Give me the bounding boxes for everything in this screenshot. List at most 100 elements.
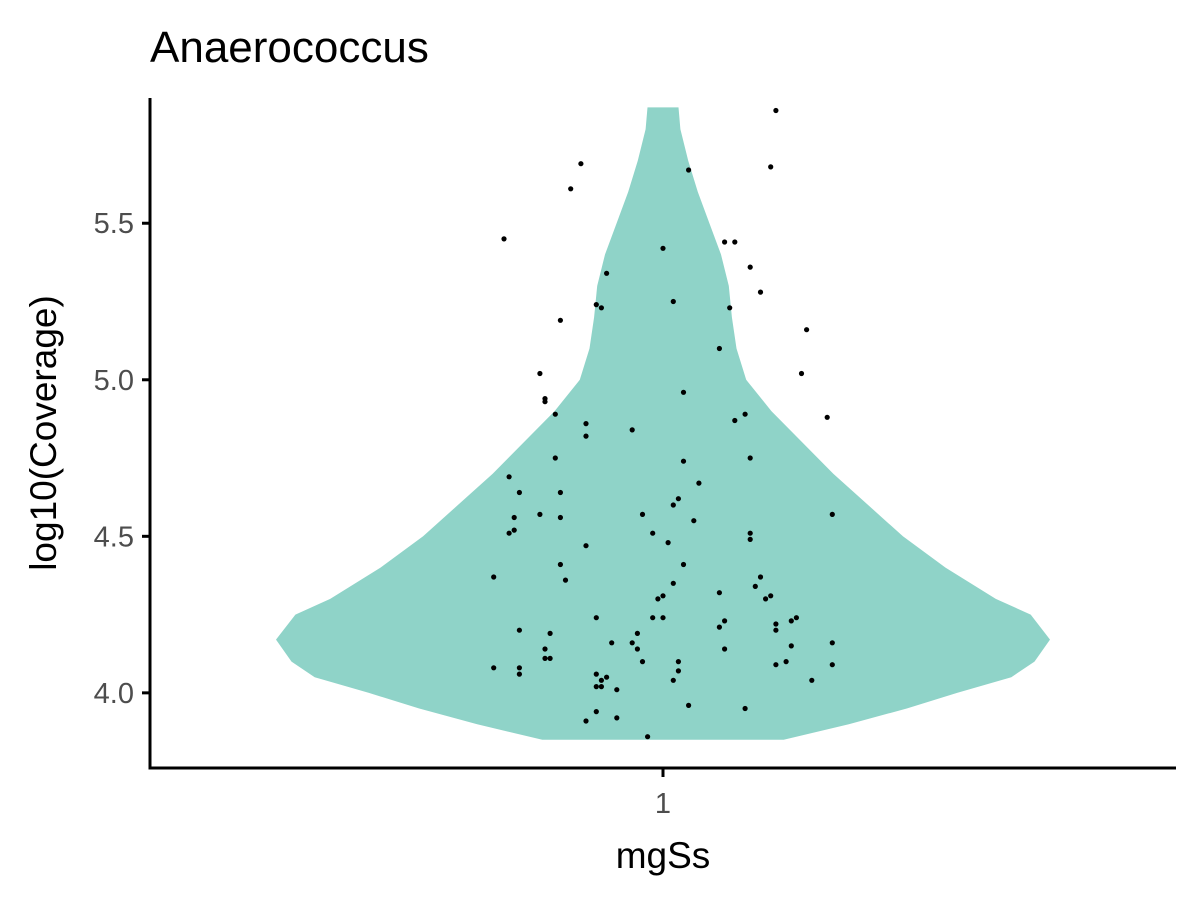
data-point [757,574,764,580]
data-point [829,662,835,668]
data-point [650,615,656,621]
violin-body [276,107,1050,740]
data-point [568,186,574,192]
data-point [722,618,728,624]
data-point [660,245,666,251]
data-point [747,536,753,543]
data-point [614,715,620,721]
data-point [804,327,810,333]
data-point [614,687,620,693]
data-point [650,530,656,536]
y-axis-title: log10(Coverage) [23,295,64,571]
data-point [552,411,558,417]
data-point [639,659,646,665]
data-point [747,264,753,270]
data-point [583,718,589,724]
data-point [506,530,512,536]
data-point [562,577,569,583]
data-point [686,702,692,709]
data-point [491,574,497,580]
y-tick-label: 4.0 [94,678,134,710]
x-tick-label: 1 [655,788,671,820]
data-point [583,421,589,427]
data-point [629,427,635,433]
data-point [511,514,517,521]
data-point [716,624,723,630]
data-point [629,640,635,646]
data-point [670,677,676,683]
data-point [491,665,497,671]
data-point [516,665,523,671]
data-point [675,668,682,674]
data-point [675,496,682,502]
data-point [691,518,697,524]
data-point [634,646,641,652]
data-point [593,709,599,715]
x-axis-title: mgSs [616,835,711,876]
data-point [516,627,523,633]
data-point [557,561,564,568]
data-point [660,593,666,599]
data-point [773,107,779,114]
y-tick-label: 4.5 [94,521,134,553]
data-point [501,236,507,242]
data-point [757,289,764,295]
data-point [547,655,553,662]
data-point [665,540,671,546]
data-point [542,655,548,662]
data-point [722,239,728,245]
data-point [763,596,769,602]
data-point [542,399,548,405]
chart-title: Anaerococcus [150,23,429,72]
data-point [516,671,523,677]
data-point [655,596,661,602]
data-point [547,630,553,637]
data-point [593,302,599,308]
data-point [557,514,564,521]
y-axis-ticks: 4.0 4.5 5.0 5.5 [94,208,150,710]
data-point [696,480,702,486]
data-point [793,615,800,621]
data-point [809,677,815,683]
plot-area [276,107,1050,740]
data-point [798,370,805,377]
data-point [732,417,738,424]
data-point [783,659,789,665]
data-point [727,305,733,311]
data-point [552,455,558,461]
data-point [639,511,646,517]
data-point [824,414,830,420]
data-point [752,583,758,590]
data-point [583,543,589,549]
data-point [732,239,738,245]
data-point [768,164,774,170]
data-point [716,345,723,352]
data-point [747,530,753,536]
data-point [609,640,615,646]
data-point [680,561,687,568]
data-point [773,627,779,633]
data-point [722,646,728,652]
data-point [598,684,605,690]
data-point [537,370,543,377]
data-point [557,489,564,496]
data-point [634,630,641,637]
data-point [829,640,835,646]
data-point [593,671,599,677]
data-point [829,511,835,517]
data-point [645,734,651,740]
data-point [542,646,548,652]
data-point [747,455,753,461]
data-point [660,615,666,621]
data-point [583,433,589,439]
data-point [557,317,564,323]
data-point [742,705,748,712]
data-point [788,643,794,649]
data-point [598,677,605,683]
data-point [716,590,723,596]
data-point [773,621,779,627]
data-point [516,489,523,496]
data-point [788,618,794,624]
data-point [537,511,543,517]
